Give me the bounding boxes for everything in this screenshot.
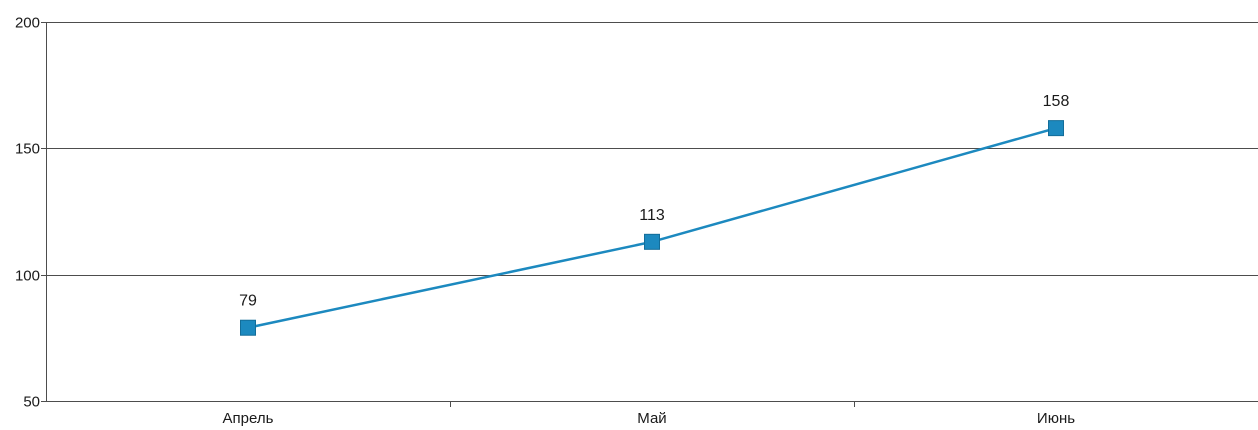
y-axis-ticks: 50 100 150 200 — [15, 15, 46, 411]
data-point-marker — [240, 319, 256, 336]
x-axis-ticks: Апрель Май Июнь — [223, 401, 1075, 427]
x-tick-label: Апрель — [223, 410, 274, 427]
y-tick-label: 100 — [15, 268, 40, 285]
x-tick-label: Май — [637, 410, 666, 427]
data-label: 79 — [239, 293, 257, 310]
x-tick-label: Июнь — [1037, 410, 1075, 427]
series — [240, 120, 1064, 336]
gridlines — [46, 22, 1258, 276]
y-tick-label: 150 — [15, 141, 40, 158]
axes — [46, 22, 1258, 402]
data-point-marker — [644, 233, 660, 250]
data-point-marker — [1048, 120, 1064, 137]
data-label: 113 — [639, 207, 665, 224]
series-line — [247, 126, 1057, 329]
y-tick-label: 50 — [23, 394, 40, 411]
data-labels: 79 113 158 — [239, 93, 1069, 310]
data-label: 158 — [1043, 93, 1070, 110]
y-tick-label: 200 — [15, 15, 40, 32]
